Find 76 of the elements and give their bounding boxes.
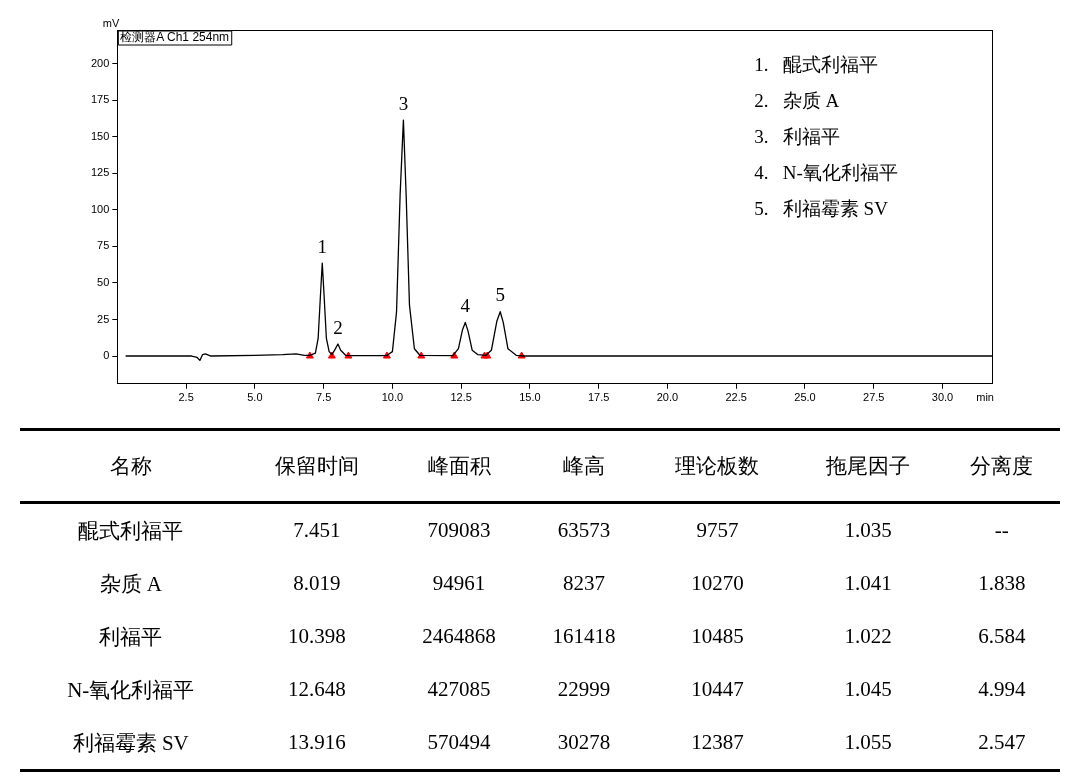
category-label: 名称: [108, 453, 153, 480]
text: 427085: [427, 677, 491, 701]
x-tick-label: 30.0: [931, 391, 954, 404]
text: 161418: [552, 624, 616, 648]
annotation: 5: [495, 284, 505, 306]
y-tick-label: 150: [90, 129, 110, 142]
x-axis-title: min: [976, 391, 994, 404]
text: 杂质 A: [99, 571, 162, 596]
y-tick-label: 50: [97, 275, 110, 288]
text: 6.584: [978, 624, 1026, 648]
text: 570494: [427, 730, 491, 754]
text: N-氧化利福平: [67, 677, 195, 702]
category-label: 峰高: [561, 453, 606, 480]
text: 30278: [557, 730, 611, 754]
annotation: 4: [460, 294, 471, 316]
category-label: 拖尾因子: [825, 453, 912, 480]
y-tick-label: 200: [90, 56, 110, 69]
text: 1.035: [844, 518, 892, 542]
text: 8237: [562, 571, 605, 595]
text: 7.451: [293, 518, 341, 542]
annotation: 检测器A Ch1 254nm: [120, 30, 230, 45]
y-tick-label: 25: [97, 312, 110, 325]
x-tick-label: 10.0: [381, 391, 404, 404]
text: 2464868: [422, 624, 496, 648]
x-tick-label: 5.0: [247, 391, 263, 404]
y-tick-label: 75: [97, 239, 110, 252]
text: 1.041: [844, 571, 892, 595]
text: 12387: [691, 730, 744, 754]
text: 8.019: [293, 571, 341, 595]
text: 94961: [432, 571, 486, 595]
text: 63573: [557, 518, 611, 542]
text: 10.398: [287, 624, 346, 648]
x-tick-label: 2.5: [178, 391, 194, 404]
text: 醌式利福平: [78, 518, 184, 543]
y-tick-label: 100: [90, 202, 110, 215]
category-label: 保留时间: [273, 453, 360, 480]
text: 1.838: [978, 571, 1026, 595]
text: 709083: [427, 518, 491, 542]
x-tick-label: 25.0: [794, 391, 816, 404]
y-tick-label: 0: [103, 349, 110, 362]
annotation: 2: [333, 316, 343, 338]
text: 1.055: [844, 730, 892, 754]
text: 4.994: [978, 677, 1026, 701]
text: 10447: [691, 677, 744, 701]
annotation: 1: [317, 235, 328, 257]
x-tick-label: 22.5: [725, 391, 747, 404]
annotation: 2. 杂质 A: [754, 89, 840, 111]
annotation: 3. 利福平: [754, 125, 840, 147]
y-tick-label: 175: [90, 93, 110, 106]
x-tick-label: 27.5: [863, 391, 885, 404]
text: --: [994, 518, 1009, 542]
text: 2.547: [978, 730, 1026, 754]
x-tick-label: 12.5: [450, 391, 472, 404]
x-tick-label: 7.5: [315, 391, 332, 404]
annotation: 5. 利福霉素 SV: [754, 197, 889, 219]
category-label: 理论板数: [674, 453, 761, 480]
text: 12.648: [287, 677, 346, 701]
annotation: 4. N-氧化利福平: [754, 161, 898, 183]
annotation: 1. 醌式利福平: [754, 53, 878, 75]
x-tick-label: 17.5: [587, 391, 610, 404]
y-axis-title: mV: [102, 16, 121, 29]
text: 利福霉素 SV: [72, 730, 189, 755]
category-label: 分离度: [969, 453, 1035, 480]
text: 10485: [691, 624, 744, 648]
y-tick-label: 125: [90, 166, 110, 179]
text: 利福平: [99, 624, 163, 649]
text: 10270: [691, 571, 744, 595]
text: 9757: [696, 518, 739, 542]
text: 1.022: [844, 624, 892, 648]
text: 22999: [557, 677, 611, 701]
x-tick-label: 15.0: [519, 391, 541, 404]
text: 13.916: [287, 730, 346, 754]
category-label: 峰面积: [426, 453, 492, 480]
text: 1.045: [844, 677, 892, 701]
x-tick-label: 20.0: [656, 391, 679, 404]
annotation: 3: [398, 92, 409, 114]
